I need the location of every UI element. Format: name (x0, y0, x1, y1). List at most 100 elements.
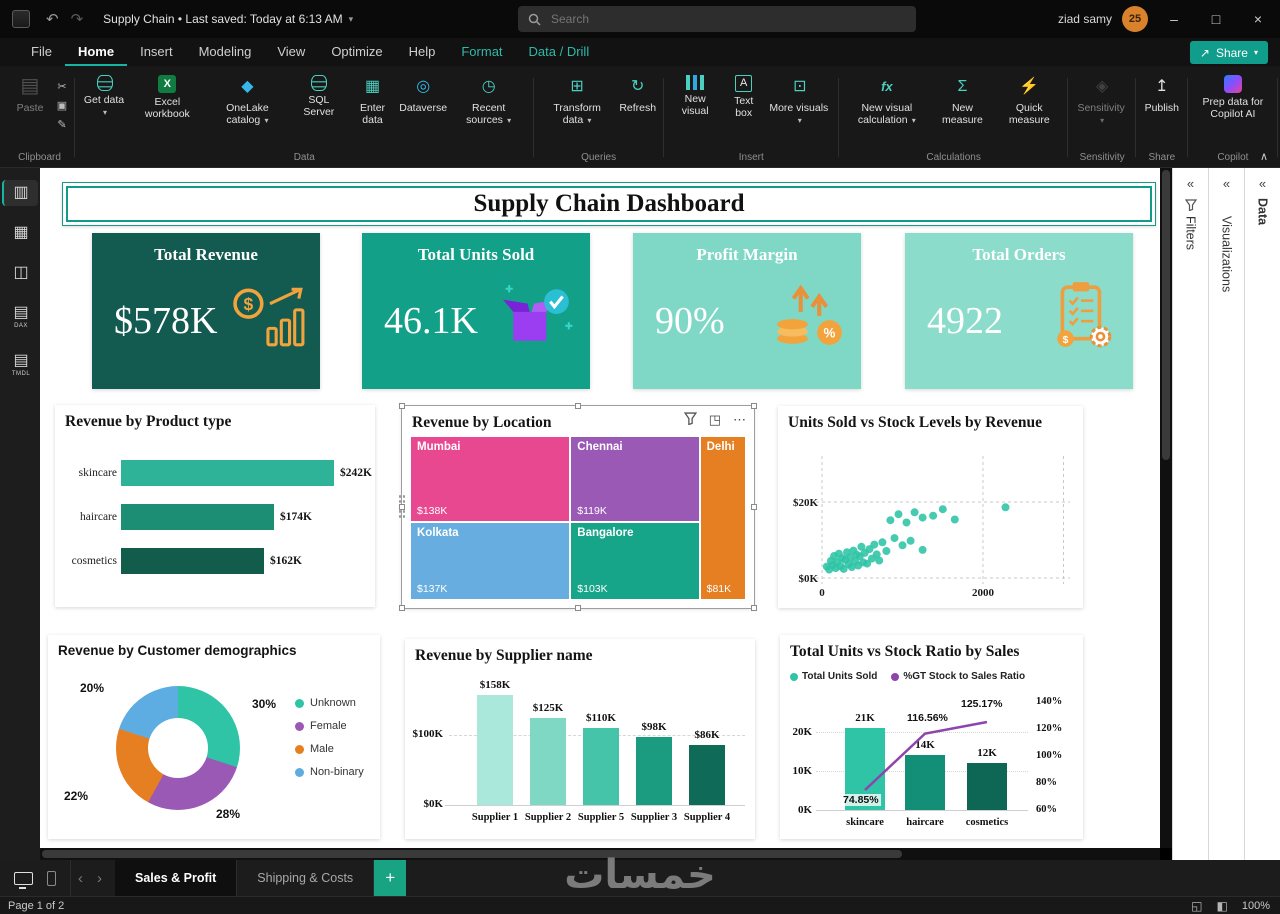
scatter-point[interactable] (890, 534, 899, 543)
user-name[interactable]: ziad samy (1057, 12, 1112, 26)
scatter-point[interactable] (882, 547, 891, 555)
kpi-profit-margin[interactable]: Profit Margin 90% % (633, 233, 861, 389)
search-input[interactable] (549, 11, 869, 27)
visual-units-vs-stock[interactable]: Units Sold vs Stock Levels by Revenue $0… (778, 406, 1083, 608)
visual-revenue-by-supplier[interactable]: Revenue by Supplier name $0K $100K $158K Su… (405, 639, 755, 839)
bar[interactable] (636, 736, 672, 805)
report-canvas[interactable]: Supply Chain Dashboard Total Revenue $57… (40, 168, 1160, 848)
bar[interactable] (583, 728, 619, 805)
legend-item[interactable]: %GT Stock to Sales Ratio (891, 671, 1025, 682)
selection-handle[interactable] (751, 504, 757, 510)
menu-tab-insert[interactable]: Insert (140, 43, 173, 59)
dataverse-button[interactable]: ◎ Dataverse (398, 71, 447, 116)
bar[interactable] (530, 717, 566, 805)
publish-button[interactable]: ↥ Publish (1141, 71, 1183, 116)
ratio-line[interactable] (864, 720, 988, 791)
menu-tab-optimize[interactable]: Optimize (331, 43, 383, 59)
scatter-point[interactable] (950, 515, 959, 524)
avatar[interactable]: 25 (1122, 6, 1148, 32)
pane-visualizations-collapsed[interactable]: « Visualizations (1208, 168, 1244, 860)
app-icon[interactable] (12, 10, 30, 28)
selection-handle[interactable] (751, 605, 757, 611)
expand-pane-icon[interactable]: « (1222, 176, 1231, 191)
rail-report-view[interactable]: ▥ (2, 180, 38, 206)
scatter-point[interactable] (918, 513, 927, 522)
refresh-button[interactable]: ↻ Refresh (617, 71, 659, 116)
more-options-icon[interactable]: ⋯ (733, 412, 746, 427)
new-visual-button[interactable]: New visual (669, 71, 722, 120)
horizontal-scrollbar[interactable] (40, 848, 1160, 860)
treemap-cell-delhi[interactable]: Delhi $81K (699, 436, 746, 600)
share-button[interactable]: ↗ Share ▾ (1189, 41, 1268, 64)
text-box-button[interactable]: A Text box (723, 71, 765, 122)
visual-units-vs-stock-ratio[interactable]: Total Units vs Stock Ratio by Sales Tota… (780, 635, 1083, 839)
menu-tab-home[interactable]: Home (64, 38, 128, 66)
legend-item[interactable]: Female (295, 720, 364, 732)
selection-handle[interactable] (399, 403, 405, 409)
zoom-level[interactable]: 100% (1241, 899, 1270, 912)
selection-handle[interactable] (575, 403, 581, 409)
selection-handle[interactable] (399, 605, 405, 611)
minimize-button[interactable]: – (1170, 11, 1178, 27)
close-button[interactable]: × (1253, 11, 1263, 27)
bar[interactable] (121, 460, 334, 486)
rail-dax-query-view[interactable]: ▤ DAX (2, 300, 38, 334)
paste-button[interactable]: ▤ Paste (16, 75, 44, 114)
expand-pane-icon[interactable]: « (1258, 176, 1267, 191)
scatter-point[interactable] (863, 559, 872, 568)
selection-handle[interactable] (575, 605, 581, 611)
kpi-total-orders[interactable]: Total Orders 4922 $ (905, 233, 1133, 389)
treemap-cell-kolkata[interactable]: Kolkata $137K (410, 521, 571, 600)
bar[interactable] (967, 763, 1007, 810)
scatter-point[interactable] (902, 518, 911, 527)
title-chevron-icon[interactable]: ▾ (348, 13, 354, 24)
copy-icon[interactable]: ▣ (56, 100, 68, 112)
bar[interactable] (905, 755, 945, 810)
redo-icon[interactable]: ↷ (70, 11, 84, 28)
menu-tab-format[interactable]: Format (461, 43, 503, 59)
sql-server-button[interactable]: SQL Server (291, 71, 346, 121)
legend-item[interactable]: Male (295, 743, 364, 755)
new-page-button[interactable]: + (374, 860, 407, 896)
sensitivity-button[interactable]: ◈ Sensitivity ▾ (1073, 71, 1130, 129)
bar[interactable] (121, 504, 274, 530)
scatter-point[interactable] (857, 542, 866, 551)
rail-model-view[interactable]: ◫ (2, 260, 38, 286)
onelake-catalog-button[interactable]: ◆ OneLake catalog ▾ (205, 71, 290, 129)
transform-data-button[interactable]: ⊞ Transform data ▾ (539, 71, 616, 129)
scatter-point[interactable] (918, 545, 927, 554)
enter-data-button[interactable]: ▦ Enter data (348, 71, 398, 129)
collapse-ribbon-icon[interactable]: ∧ (1259, 151, 1268, 163)
scatter-point[interactable] (878, 538, 887, 547)
recent-sources-button[interactable]: ◷ Recent sources ▾ (449, 71, 529, 129)
legend-item[interactable]: Total Units Sold (790, 671, 877, 682)
page-tab-sales-profit[interactable]: Sales & Profit (115, 860, 238, 896)
dashboard-title-box[interactable]: Supply Chain Dashboard (62, 182, 1156, 226)
expand-pane-icon[interactable]: « (1186, 176, 1195, 191)
scatter-point[interactable] (929, 511, 938, 520)
selection-handle[interactable] (751, 403, 757, 409)
rail-tmdl-view[interactable]: ▤ TMDL (2, 348, 38, 382)
format-painter-icon[interactable]: ✎ (57, 119, 67, 131)
get-data-button[interactable]: Get data ▾ (80, 71, 130, 121)
visual-revenue-by-location[interactable]: ◳ ⋯ Revenue by Location Mumbai $138K Chenn… (398, 403, 757, 611)
scrollbar-thumb[interactable] (1162, 170, 1170, 460)
scatter-point[interactable] (872, 550, 881, 559)
filter-icon[interactable] (683, 412, 697, 428)
scatter-point[interactable] (910, 508, 919, 517)
more-visuals-button[interactable]: ⊡ More visuals ▾ (766, 71, 834, 129)
treemap-cell-chennai[interactable]: Chennai $119K (570, 436, 700, 522)
selection-handle[interactable] (399, 504, 405, 510)
pane-data-collapsed[interactable]: « Data (1244, 168, 1280, 860)
new-measure-button[interactable]: Σ New measure (931, 71, 994, 129)
mobile-view-icon[interactable] (47, 870, 56, 886)
maximize-button[interactable]: □ (1211, 11, 1221, 27)
prev-page-icon[interactable]: ‹ (78, 869, 83, 887)
bar[interactable] (477, 695, 513, 805)
bar[interactable] (689, 745, 725, 805)
menu-tab-modeling[interactable]: Modeling (198, 43, 252, 59)
scatter-point[interactable] (1001, 503, 1010, 512)
next-page-icon[interactable]: › (97, 869, 102, 887)
excel-workbook-button[interactable]: X Excel workbook (131, 71, 204, 123)
menu-tab-data-drill[interactable]: Data / Drill (528, 43, 590, 59)
